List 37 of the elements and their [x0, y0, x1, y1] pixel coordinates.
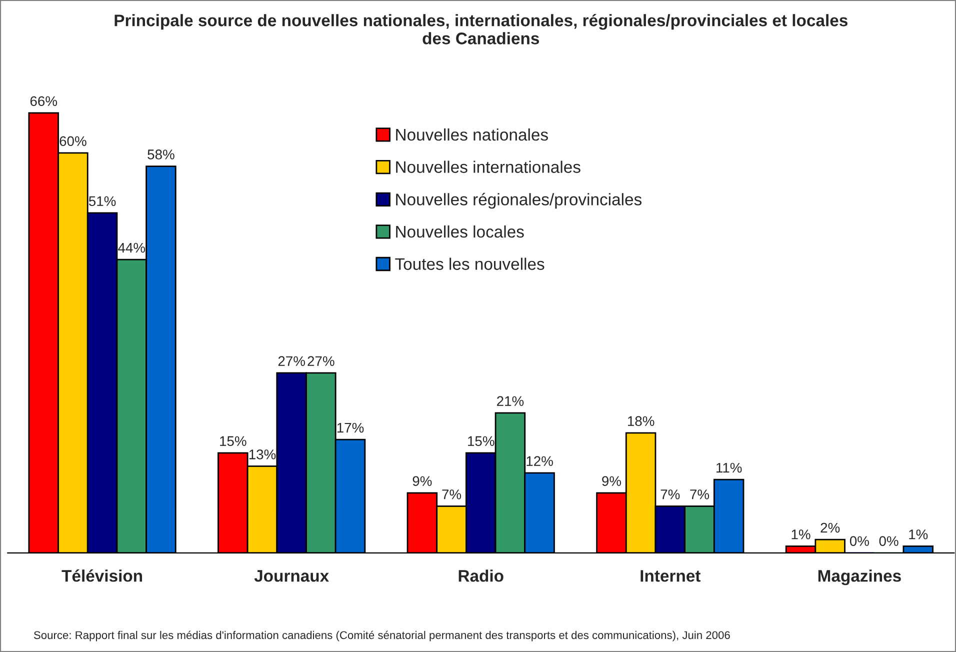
data-label: 15% [220, 436, 246, 446]
data-label: 1% [909, 530, 928, 540]
data-label: 1% [792, 530, 810, 540]
data-label: 60% [60, 136, 86, 146]
data-label: 0% [879, 536, 898, 546]
data-label: 11% [716, 462, 742, 473]
data-label: 27% [308, 356, 334, 366]
legend-label: Nouvelles locales [396, 225, 524, 238]
data-label: 17% [337, 422, 364, 433]
source-note: Source: Rapport final sur les médias d'information canadiens (Comité sénatorial permanent des transports et des communications), Juin 2006 [34, 630, 730, 642]
legend-label: Nouvelles internationales [396, 160, 580, 173]
data-label: 27% [278, 356, 305, 366]
data-label: 51% [88, 196, 116, 206]
data-label: 0% [850, 536, 869, 546]
x-tick-label: Radio [458, 570, 504, 582]
data-label: 66% [30, 96, 58, 106]
data-label: 9% [602, 476, 622, 486]
x-tick-label: Journaux [254, 570, 329, 582]
data-label: 58% [148, 150, 174, 160]
data-label: 12% [526, 456, 553, 466]
data-label: 18% [628, 416, 654, 426]
data-label: 7% [690, 490, 710, 500]
x-tick-label: Télévision [62, 569, 142, 582]
legend-label: Nouvelles régionales/provinciales [396, 192, 642, 209]
x-tick-label: Magazines [818, 570, 901, 586]
x-tick-label: Internet [640, 570, 701, 582]
data-label: 13% [249, 449, 276, 460]
data-label: 15% [468, 436, 494, 446]
data-label: 2% [820, 522, 840, 533]
data-label: 21% [497, 396, 524, 406]
data-label: 7% [442, 490, 462, 500]
data-label: 44% [118, 242, 146, 253]
chart-title: Principale source de nouvelles nationales, internationales, régionales/provinciales et locales des Canadiens [114, 14, 848, 44]
data-label: 7% [660, 490, 680, 500]
legend-label: Nouvelles nationales [396, 128, 548, 141]
legend-label: Toutes les nouvelles [395, 258, 544, 270]
data-label: 9% [412, 476, 432, 486]
